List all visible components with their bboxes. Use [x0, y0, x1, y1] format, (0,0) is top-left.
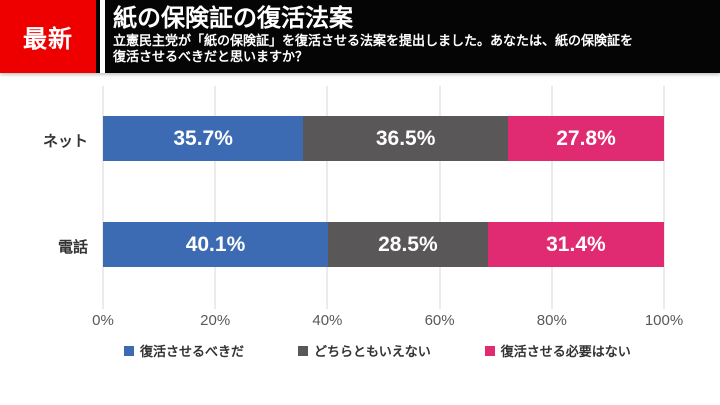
subtitle-line-2: 復活させるべきだと思いますか？	[113, 49, 309, 64]
x-axis-tick-label: 20%	[200, 312, 231, 329]
latest-badge: 最新	[0, 0, 96, 73]
legend-label: どちらともいえない	[314, 344, 431, 359]
gridline	[102, 86, 104, 309]
latest-badge-label: 最新	[23, 26, 73, 53]
legend-label: 復活させる必要はない	[500, 344, 631, 359]
bar-segment: 35.7%	[103, 116, 304, 161]
gridline	[663, 86, 665, 309]
legend-label: 復活させるべきだ	[140, 344, 245, 359]
legend: 復活させるべきだ どちらともいえない 復活させる必要はない	[124, 341, 631, 360]
x-axis-tick-label: 40%	[312, 312, 343, 329]
gridline	[438, 86, 441, 309]
legend-item: どちらともいえない	[298, 341, 431, 360]
x-axis-tick-label: 80%	[536, 312, 567, 329]
header-text: 紙の保険証の復活法案 立憲民主党が「紙の保険証」を復活させる法案を提出しました。…	[105, 0, 633, 73]
page-title: 紙の保険証の復活法案	[113, 5, 353, 32]
legend-item: 復活させるべきだ	[124, 341, 244, 360]
x-axis-tick-label: 60%	[424, 312, 455, 329]
legend-item: 復活させる必要はない	[484, 341, 631, 360]
gridline	[214, 86, 217, 309]
x-axis-tick-label: 100%	[644, 312, 684, 329]
legend-swatch-icon	[484, 345, 495, 356]
bar-segment: 27.8%	[508, 116, 664, 161]
bar-segment: 40.1%	[103, 222, 328, 267]
gridline	[550, 86, 553, 309]
subtitle-line-1: 立憲民主党が「紙の保険証」を復活させる法案を提出しました。あなたは、紙の保険証を	[113, 33, 634, 48]
bar-row: 40.1% 28.5% 31.4%	[103, 222, 664, 267]
bar-row: 35.7% 36.5% 27.8%	[103, 116, 664, 161]
header-divider	[100, 0, 105, 73]
category-label-net: ネット	[42, 132, 88, 150]
x-axis-tick-label: 0%	[92, 312, 114, 329]
legend-swatch-icon	[298, 345, 309, 356]
bar-segment: 31.4%	[487, 222, 664, 267]
bar-segment: 28.5%	[327, 222, 488, 267]
category-label-phone: 電話	[57, 238, 88, 256]
gridline	[326, 86, 329, 309]
header: 最新 紙の保険証の復活法案 立憲民主党が「紙の保険証」を復活させる法案を提出しま…	[0, 0, 720, 73]
bar-segment: 36.5%	[303, 116, 509, 161]
header-bar: 紙の保険証の復活法案 立憲民主党が「紙の保険証」を復活させる法案を提出しました。…	[96, 0, 720, 73]
legend-swatch-icon	[124, 345, 134, 356]
